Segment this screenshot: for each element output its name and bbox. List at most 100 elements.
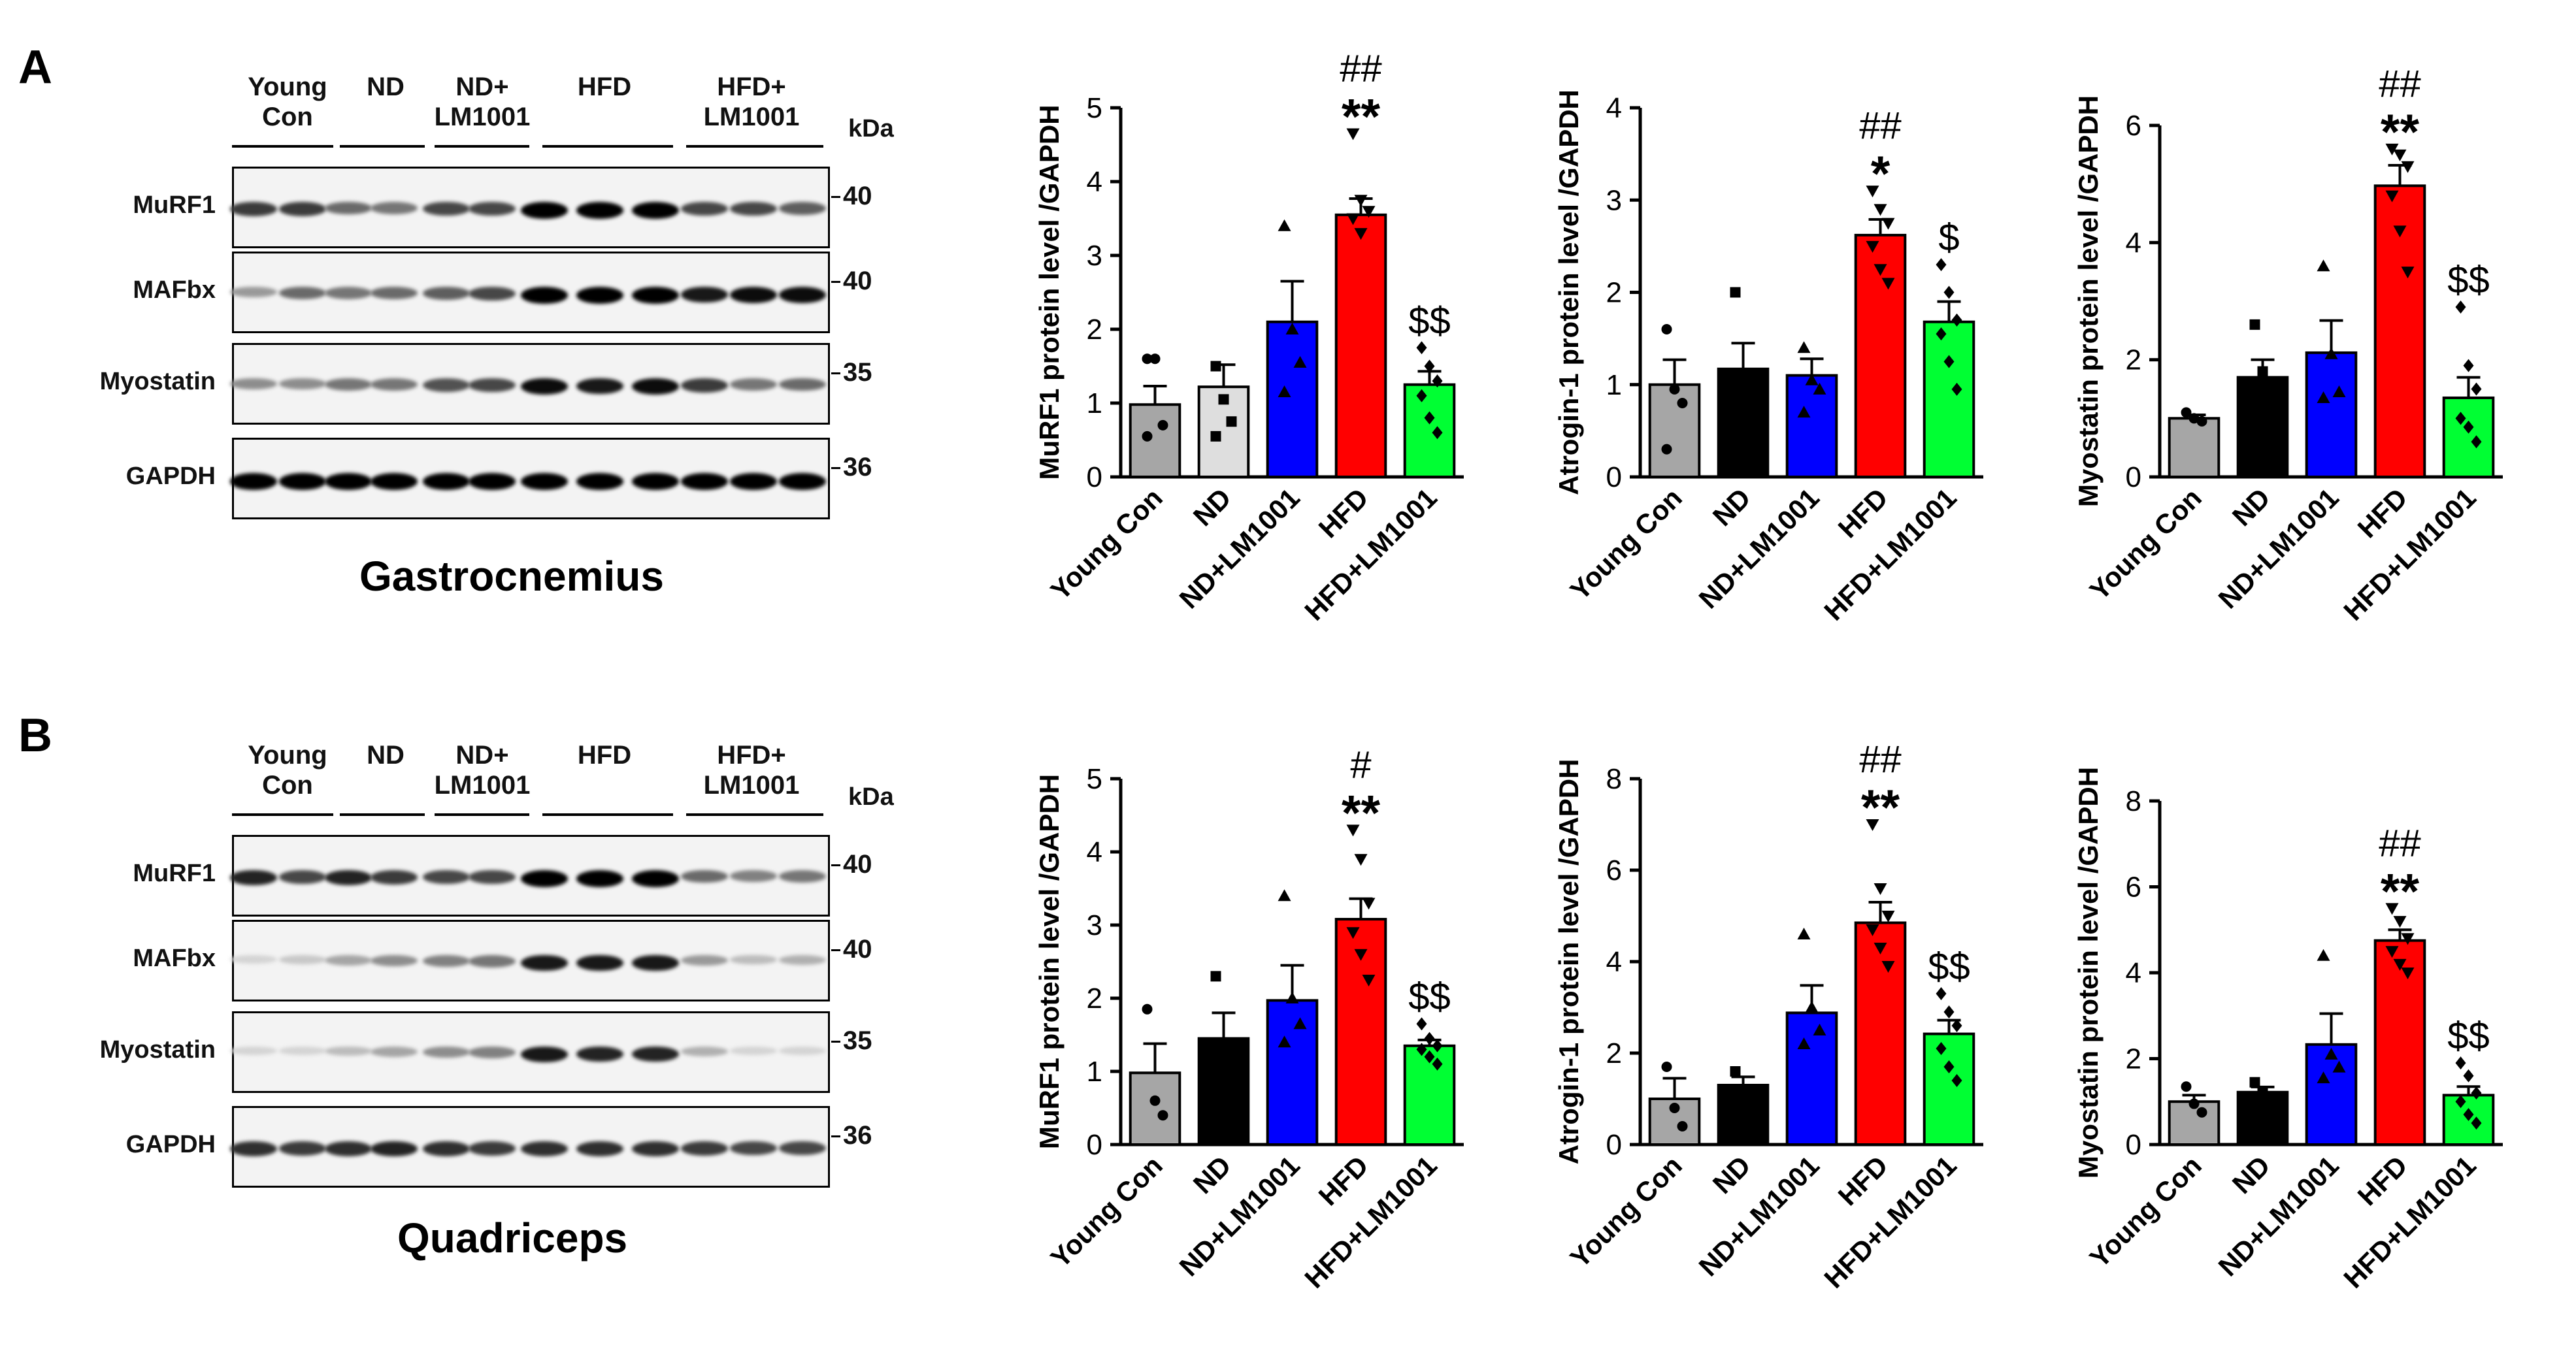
data-point [1416, 1017, 1427, 1031]
y-tick-label: 6 [2126, 110, 2141, 142]
data-point [1874, 204, 1887, 216]
blot-band [371, 1046, 418, 1057]
data-point [1730, 1066, 1741, 1077]
blot-row-label: Myostatin [99, 1036, 216, 1064]
blot-band [576, 472, 623, 490]
blot-band [779, 201, 826, 215]
data-point [1346, 824, 1360, 837]
x-tick-label: ND+LM1001 [1173, 1150, 1305, 1282]
blot-group-label: HFD+ LM1001 [703, 73, 800, 131]
blot-group-underline [435, 813, 529, 816]
blot-band [681, 201, 728, 216]
x-tick-label: ND [1187, 1150, 1237, 1199]
data-point [1730, 287, 1741, 298]
data-point [1293, 1017, 1307, 1030]
data-point [1424, 1032, 1435, 1045]
blot-band [779, 1046, 826, 1055]
blot-band [230, 1046, 277, 1055]
bar [2236, 376, 2289, 478]
blot-band [730, 1141, 777, 1156]
blot-band [730, 378, 777, 391]
molecular-weight-label: 35 [843, 357, 872, 387]
data-point [1293, 355, 1307, 368]
bar [1266, 999, 1319, 1146]
y-tick-label: 2 [1606, 1037, 1622, 1069]
x-tick-label: Young Con [1044, 482, 1168, 606]
data-point [1951, 1074, 1962, 1087]
data-point [1142, 431, 1153, 442]
data-point [1669, 383, 1680, 395]
y-tick-label: 0 [1606, 461, 1622, 493]
blot-group-label: Young Con [248, 741, 327, 800]
blot-row-label: MAFbx [133, 945, 216, 972]
data-point [2324, 347, 2338, 359]
data-point [1866, 186, 1879, 198]
data-point [1797, 406, 1811, 418]
blot-band [521, 1046, 568, 1063]
x-tick-label: HFD+LM1001 [2337, 482, 2482, 627]
blot-group-underline [686, 813, 823, 816]
data-point [1813, 382, 1826, 395]
bar [1129, 1071, 1181, 1146]
blot-band [469, 870, 516, 885]
significance-annotation: $$ [2447, 1015, 2490, 1057]
blot-band [521, 286, 568, 304]
data-point [1210, 431, 1221, 442]
data-point [2257, 1088, 2268, 1099]
data-point [2332, 385, 2346, 397]
blot-band [576, 1141, 623, 1156]
blot-group-label: HFD+ LM1001 [703, 741, 800, 800]
blot-box [230, 438, 830, 519]
x-tick-label: HFD [1832, 1150, 1894, 1211]
y-tick-label: 3 [1087, 909, 1102, 941]
blot-band [325, 1141, 372, 1156]
bar [1717, 367, 1770, 478]
blot-band [325, 870, 372, 886]
y-tick-label: 4 [2126, 227, 2141, 259]
data-point [2317, 949, 2330, 961]
data-point [1951, 313, 1962, 327]
mw-tick [831, 864, 840, 866]
blot-band [423, 201, 470, 216]
bar [2305, 351, 2358, 479]
blot-band [779, 954, 826, 965]
blot-band [423, 1046, 470, 1058]
y-tick-label: 1 [1087, 387, 1102, 419]
blot-band [576, 286, 623, 304]
data-point [2455, 1095, 2466, 1109]
y-tick-label: 0 [2126, 461, 2141, 493]
data-point [1218, 1051, 1229, 1062]
data-point [1730, 402, 1741, 414]
blot-band [371, 1141, 418, 1157]
blot-band [779, 472, 826, 490]
blot-band [279, 378, 326, 390]
data-point [2181, 1081, 2192, 1092]
blot-band [779, 870, 826, 883]
data-point [1432, 374, 1443, 388]
data-point [1805, 373, 1819, 385]
data-point [2401, 267, 2415, 279]
x-tick-label: ND [2226, 1150, 2276, 1199]
significance-annotation: ** [1342, 785, 1381, 841]
data-point [1278, 385, 1291, 398]
significance-annotation: ## [1859, 105, 1902, 147]
data-point [1661, 1062, 1672, 1072]
blot-group-underline [340, 145, 425, 148]
data-point [1362, 206, 1376, 218]
data-point [2471, 382, 2482, 396]
tissue-label-gastrocnemius: Gastrocnemius [359, 553, 664, 600]
data-point [1738, 374, 1749, 385]
data-point [1936, 987, 1947, 1000]
data-point [1951, 1019, 1962, 1032]
blot-band [371, 378, 418, 391]
data-point [2181, 407, 2192, 418]
blot-box [230, 343, 830, 425]
x-tick-label: ND+LM1001 [2212, 482, 2344, 614]
blot-group-label: ND+ LM1001 [434, 741, 531, 800]
data-point [2463, 1069, 2474, 1082]
bar [2442, 1094, 2495, 1146]
significance-annotation: ** [2381, 864, 2420, 919]
data-point [1866, 924, 1879, 936]
blot-band [469, 201, 516, 216]
x-tick-label: HFD [1313, 1150, 1374, 1211]
